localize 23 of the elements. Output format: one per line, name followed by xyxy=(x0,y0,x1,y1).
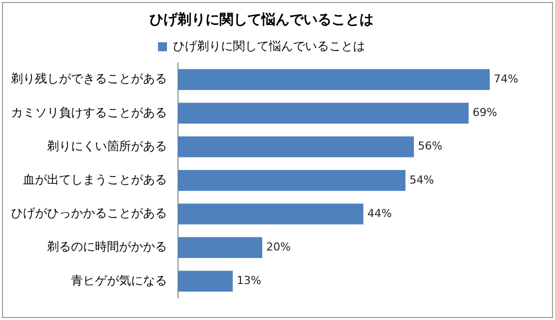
y-tick-label: 剃り残しができることがある xyxy=(11,72,167,86)
bar xyxy=(178,69,490,90)
data-label: 20% xyxy=(266,240,291,254)
y-tick-label: 剃りにくい箇所がある xyxy=(47,138,167,153)
data-label: 54% xyxy=(409,173,434,186)
data-label: 56% xyxy=(418,140,442,153)
y-tick-label: ひげがひっかかることがある xyxy=(11,206,167,220)
y-tick-label: カミソリ負けすることがある xyxy=(11,105,167,120)
bar xyxy=(178,237,262,258)
chart-title: ひげ剃りに関して悩んでいることは xyxy=(150,11,374,28)
bar xyxy=(178,204,364,224)
data-label: 44% xyxy=(367,206,392,220)
bar xyxy=(178,102,469,124)
y-tick-label: 血が出てしまうことがある xyxy=(23,172,167,187)
data-label: 13% xyxy=(236,274,262,288)
y-tick-label: 青ヒゲが気になる xyxy=(71,273,167,288)
bar xyxy=(178,170,406,191)
legend-label: ひげ剃りに関して悩んでいることは xyxy=(173,38,365,53)
data-label: 74% xyxy=(494,72,518,86)
bar xyxy=(178,136,414,158)
data-label: 69% xyxy=(472,106,498,120)
bar xyxy=(178,270,233,292)
y-tick-label: 剃るのに時間がかかる xyxy=(47,240,167,254)
